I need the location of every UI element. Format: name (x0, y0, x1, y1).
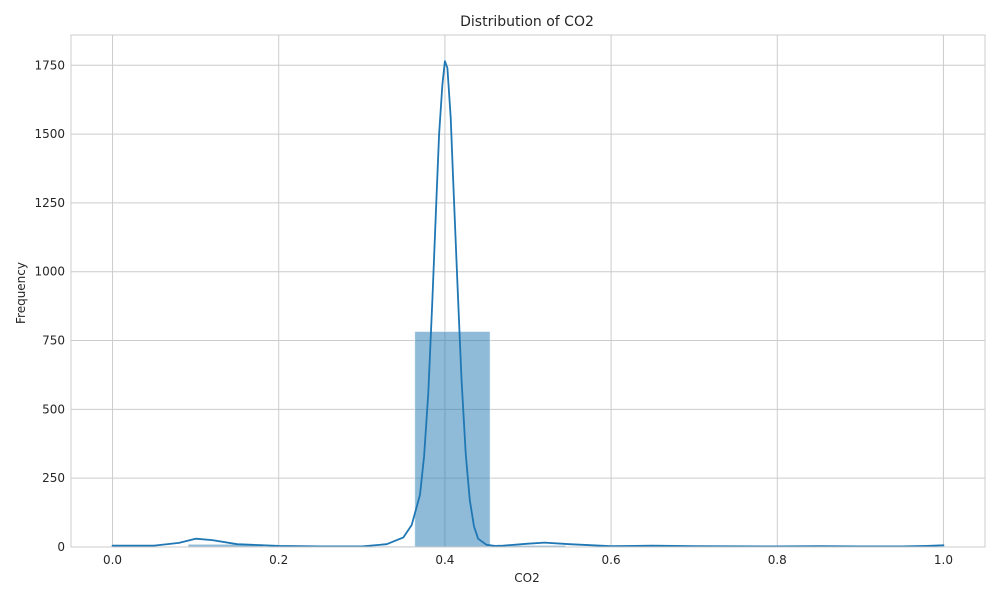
bars-layer (113, 331, 944, 547)
y-tick-label: 750 (42, 334, 65, 348)
y-tick-label: 250 (42, 471, 65, 485)
y-tick-label: 1750 (34, 58, 65, 72)
y-tick-label: 1500 (34, 127, 65, 141)
y-tick-label: 0 (57, 540, 65, 554)
plot-frame (71, 35, 985, 547)
y-tick-label: 1250 (34, 196, 65, 210)
y-tick-label: 1000 (34, 265, 65, 279)
x-tick-label: 0.6 (602, 553, 621, 567)
grid-layer (71, 35, 985, 547)
chart-title: Distribution of CO2 (460, 14, 594, 30)
x-tick-label: 0.8 (768, 553, 787, 567)
x-axis-label: CO2 (514, 571, 539, 585)
x-tick-label: 0.0 (103, 553, 122, 567)
x-tick-label: 0.4 (435, 553, 454, 567)
x-tick-label: 0.2 (269, 553, 288, 567)
x-tick-label: 1.0 (934, 553, 953, 567)
y-tick-label: 500 (42, 402, 65, 416)
y-axis-label: Frequency (14, 262, 28, 324)
